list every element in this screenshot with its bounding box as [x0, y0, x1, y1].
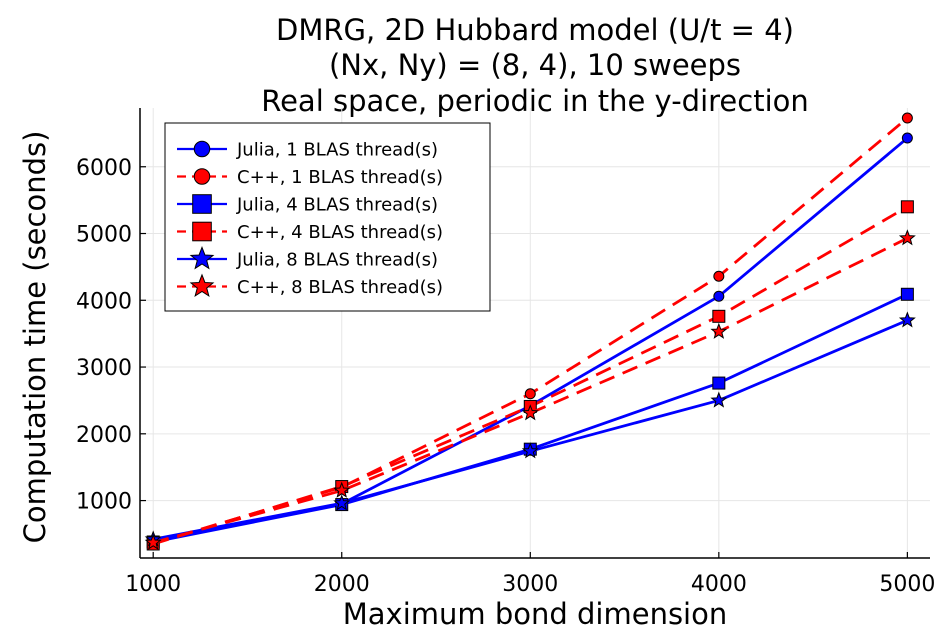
data-point — [333, 481, 351, 498]
data-point — [712, 309, 726, 323]
legend-marker — [193, 140, 211, 158]
y-tick-label: 6000 — [76, 156, 132, 181]
x-tick-label: 4000 — [691, 572, 747, 597]
data-point — [521, 404, 539, 421]
legend-entry: C++, 4 BLAS thread(s) — [177, 221, 443, 243]
axes — [139, 108, 930, 559]
series-group — [144, 112, 916, 551]
x-tick-label: 2000 — [314, 572, 370, 597]
data-point — [901, 132, 913, 144]
y-axis-label: Computation time (seconds) — [18, 131, 52, 544]
data-point — [712, 376, 726, 390]
data-point — [901, 112, 913, 124]
x-tick-label: 3000 — [502, 572, 558, 597]
y-tick-label: 5000 — [76, 223, 132, 248]
legend-marker — [189, 273, 215, 298]
chart-title-line-2: (Nx, Ny) = (8, 4), 10 sweeps — [329, 48, 741, 82]
data-point — [900, 200, 914, 214]
data-point — [144, 533, 162, 550]
legend-entry: Julia, 4 BLAS thread(s) — [177, 194, 438, 216]
x-axis-label: Maximum bond dimension — [343, 597, 728, 631]
legend-box — [164, 122, 491, 312]
data-point — [710, 322, 728, 339]
legend-label: Julia, 4 BLAS thread(s) — [236, 195, 438, 216]
data-point — [898, 229, 916, 246]
series-6 — [144, 229, 916, 550]
series-5 — [144, 311, 916, 547]
legend-entry: C++, 1 BLAS thread(s) — [177, 167, 443, 188]
x-tick-label: 5000 — [879, 572, 935, 597]
legend-entry: C++, 8 BLAS thread(s) — [177, 273, 443, 298]
legend-label: Julia, 1 BLAS thread(s) — [236, 140, 438, 161]
chart-title-line-1: DMRG, 2D Hubbard model (U/t = 4) — [276, 13, 794, 47]
legend-label: C++, 1 BLAS thread(s) — [237, 167, 443, 188]
x-tick-label: 1000 — [125, 572, 181, 597]
legend-marker — [192, 194, 212, 214]
data-point — [521, 442, 539, 459]
data-point — [713, 270, 725, 282]
data-point — [713, 290, 725, 302]
chart-title-line-3: Real space, periodic in the y-direction — [261, 84, 809, 118]
data-point — [524, 388, 536, 400]
y-tick-label: 2000 — [76, 423, 132, 448]
series-line — [152, 236, 908, 544]
legend-label: C++, 8 BLAS thread(s) — [237, 277, 443, 298]
legend-label: C++, 4 BLAS thread(s) — [237, 222, 443, 243]
legend-label: Julia, 8 BLAS thread(s) — [236, 250, 438, 271]
legend-marker — [193, 168, 211, 185]
y-tick-label: 4000 — [76, 289, 132, 314]
data-point — [710, 391, 728, 408]
legend-entry: Julia, 8 BLAS thread(s) — [177, 245, 438, 271]
data-point — [898, 311, 916, 328]
legend-marker — [192, 221, 212, 242]
chart-title: DMRG, 2D Hubbard model (U/t = 4) (Nx, Ny… — [261, 13, 809, 118]
y-tick-label: 1000 — [76, 490, 132, 515]
legend-marker — [189, 245, 215, 270]
tick-labels: 1000 2000 3000 4000 5000 1000 2000 3000 4000 5000… — [76, 156, 935, 597]
y-tick-label: 3000 — [76, 356, 132, 381]
data-point — [900, 287, 914, 301]
legend: Julia, 1 BLAS thread(s) C++, 1 BLAS threa… — [164, 122, 491, 312]
legend-entry: Julia, 1 BLAS thread(s) — [177, 140, 438, 161]
data-point — [333, 494, 351, 511]
